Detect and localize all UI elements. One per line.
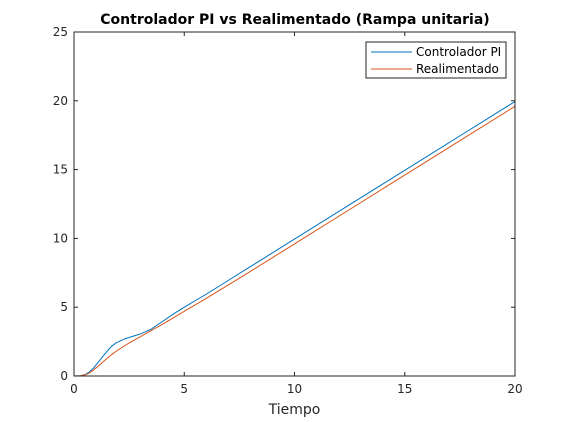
y-tick-label: 15	[53, 163, 68, 177]
x-tick-label: 0	[70, 382, 78, 396]
y-tick-label: 25	[53, 25, 68, 39]
legend: Controlador PI Realimentado	[366, 42, 506, 78]
x-tick-label: 5	[180, 382, 188, 396]
x-tick-label: 15	[397, 382, 412, 396]
x-axis-label: Tiempo	[268, 402, 321, 418]
x-tick-label: 10	[287, 382, 302, 396]
y-tick-label: 20	[53, 94, 68, 108]
x-tick-label: 20	[507, 382, 522, 396]
legend-label-controlador-pi: Controlador PI	[416, 45, 501, 59]
y-tick-label: 10	[53, 231, 68, 245]
y-tick-label: 0	[60, 369, 68, 383]
chart-title: Controlador PI vs Realimentado (Rampa un…	[100, 12, 489, 28]
plot-area	[74, 32, 515, 376]
y-tick-label: 5	[60, 300, 68, 314]
legend-label-realimentado: Realimentado	[416, 62, 499, 76]
